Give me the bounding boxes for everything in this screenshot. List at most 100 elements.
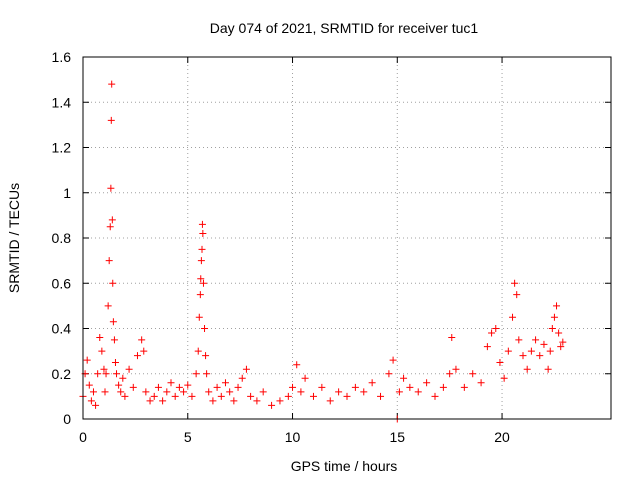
data-point [511, 279, 519, 287]
data-point [483, 343, 491, 351]
data-point [171, 392, 179, 400]
data-point [276, 397, 284, 405]
data-point [234, 383, 242, 391]
data-point [209, 397, 217, 405]
data-point [138, 336, 146, 344]
data-point [197, 257, 205, 265]
data-point [92, 401, 100, 409]
data-point [96, 334, 104, 342]
x-tick-label: 5 [184, 429, 192, 445]
y-tick-label: 1.6 [52, 49, 72, 65]
data-point [83, 356, 91, 364]
data-point [101, 388, 109, 396]
data-point [199, 229, 207, 237]
data-point [196, 291, 204, 299]
data-point [431, 392, 439, 400]
data-point [253, 397, 261, 405]
data-point [119, 374, 127, 382]
data-point [107, 116, 115, 124]
data-point [532, 336, 540, 344]
data-point [192, 370, 200, 378]
data-point [108, 216, 116, 224]
data-point [406, 383, 414, 391]
data-point [109, 318, 117, 326]
data-point [198, 245, 206, 253]
x-tick-label: 0 [79, 429, 87, 445]
data-point [284, 392, 292, 400]
data-point [184, 381, 192, 389]
data-point [544, 365, 552, 373]
data-point [175, 383, 183, 391]
data-point [133, 352, 141, 360]
data-point [111, 358, 119, 366]
data-point [536, 352, 544, 360]
data-point [107, 184, 115, 192]
data-point [154, 383, 162, 391]
data-point [395, 388, 403, 396]
data-point [104, 302, 112, 310]
data-point [85, 381, 93, 389]
data-point [199, 279, 207, 287]
data-point [509, 313, 517, 321]
data-point [108, 80, 116, 88]
data-point [203, 370, 211, 378]
data-point [519, 352, 527, 360]
data-point [100, 365, 108, 373]
data-point [188, 392, 196, 400]
data-point [230, 397, 238, 405]
data-point [117, 388, 125, 396]
data-point [548, 325, 556, 332]
y-tick-label: 0.8 [52, 230, 72, 246]
data-point [163, 388, 171, 396]
data-point [129, 383, 137, 391]
data-point [301, 374, 309, 382]
data-point [180, 388, 188, 396]
data-point [105, 257, 113, 265]
data-point [213, 383, 221, 391]
data-point [217, 392, 225, 400]
data-point [377, 392, 385, 400]
data-point [469, 370, 477, 378]
x-axis-label: GPS time / hours [291, 458, 398, 474]
data-point [198, 220, 206, 228]
data-point [351, 383, 359, 391]
data-point [226, 388, 234, 396]
data-point [221, 379, 229, 387]
data-point [460, 383, 468, 391]
data-point [98, 347, 106, 355]
data-point [523, 365, 531, 373]
data-point [297, 388, 305, 396]
y-tick-label: 1 [63, 185, 71, 201]
data-point [113, 370, 121, 378]
data-point [238, 374, 246, 382]
x-tick-label: 15 [389, 429, 405, 445]
data-point [400, 374, 408, 382]
data-point [335, 388, 343, 396]
data-point [309, 392, 317, 400]
data-point [326, 397, 334, 405]
data-point [247, 392, 255, 400]
data-point [448, 334, 456, 342]
data-point [106, 223, 114, 231]
data-point [167, 379, 175, 387]
x-axis-ticks: 0 5 10 15 20 [79, 57, 510, 445]
chart-title: Day 074 of 2021, SRMTID for receiver tuc… [210, 20, 479, 36]
data-point [488, 329, 496, 337]
data-point [115, 381, 123, 389]
data-point [452, 365, 460, 373]
data-point [125, 365, 133, 373]
data-point [121, 392, 129, 400]
data-point [202, 352, 210, 360]
data-point [268, 401, 276, 409]
data-point [439, 383, 447, 391]
data-point [553, 302, 561, 310]
data-point [368, 379, 376, 387]
grid-lines [83, 57, 611, 419]
data-point [142, 388, 150, 396]
y-axis-label: SRMTID / TECUs [6, 183, 22, 293]
data-point [140, 347, 148, 355]
data-point [385, 370, 393, 378]
data-point [496, 358, 504, 366]
data-point [559, 338, 567, 346]
y-tick-label: 0.6 [52, 275, 72, 291]
